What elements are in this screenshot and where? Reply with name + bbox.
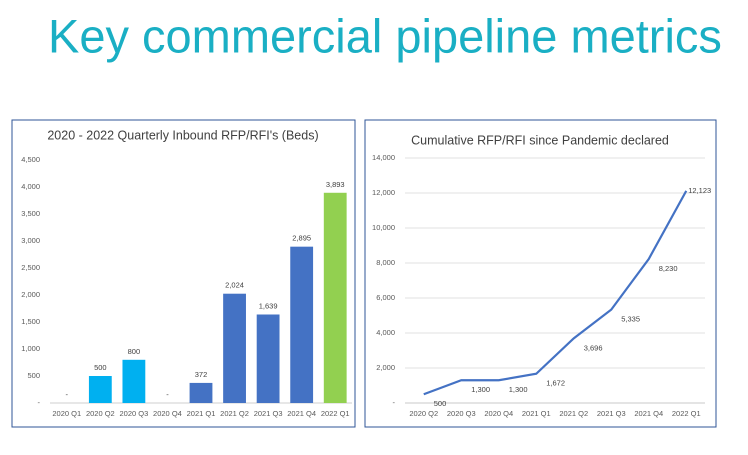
bar bbox=[88, 376, 112, 403]
y-tick-label: 14,000 bbox=[372, 153, 395, 162]
chart-title: 2020 - 2022 Quarterly Inbound RFP/RFI's … bbox=[47, 128, 318, 142]
y-tick-label: 3,000 bbox=[21, 236, 40, 245]
y-tick-label: 3,500 bbox=[21, 209, 40, 218]
y-tick-label: 2,500 bbox=[21, 263, 40, 272]
y-tick-label: 2,000 bbox=[376, 363, 395, 372]
data-label: 12,123 bbox=[688, 186, 711, 195]
y-tick-label: 4,000 bbox=[376, 328, 395, 337]
y-tick-label: 500 bbox=[27, 371, 40, 380]
y-tick-label: 10,000 bbox=[372, 223, 395, 232]
data-label: 1,672 bbox=[546, 379, 565, 388]
slide-title: Key commercial pipeline metrics bbox=[48, 9, 722, 62]
data-label: 5,335 bbox=[621, 315, 640, 324]
data-label: 372 bbox=[195, 370, 208, 379]
x-tick-label: 2020 Q4 bbox=[153, 409, 182, 418]
y-tick-label: 1,500 bbox=[21, 317, 40, 326]
x-tick-label: 2020 Q3 bbox=[119, 409, 148, 418]
y-tick-label: 12,000 bbox=[372, 188, 395, 197]
x-tick-label: 2022 Q1 bbox=[321, 409, 350, 418]
data-label: 3,696 bbox=[584, 343, 603, 352]
y-tick-label: 8,000 bbox=[376, 258, 395, 267]
chart-frame bbox=[11, 119, 356, 428]
chart-title: Cumulative RFP/RFI since Pandemic declar… bbox=[411, 133, 669, 147]
data-label: 1,300 bbox=[471, 385, 490, 394]
bar bbox=[323, 192, 347, 403]
y-tick-label: 4,000 bbox=[21, 182, 40, 191]
x-tick-label: 2021 Q3 bbox=[597, 409, 626, 418]
x-tick-label: 2020 Q1 bbox=[52, 409, 81, 418]
x-tick-label: 2021 Q2 bbox=[220, 409, 249, 418]
bar bbox=[223, 293, 246, 403]
bar bbox=[122, 359, 146, 403]
data-label: 1,300 bbox=[509, 385, 528, 394]
data-label: 800 bbox=[128, 347, 141, 356]
x-tick-label: 2022 Q1 bbox=[672, 409, 701, 418]
x-tick-label: 2021 Q1 bbox=[187, 409, 216, 418]
data-label: 8,230 bbox=[659, 264, 678, 273]
x-tick-label: 2021 Q1 bbox=[522, 409, 551, 418]
x-tick-label: 2021 Q4 bbox=[634, 409, 663, 418]
y-tick-label: 6,000 bbox=[376, 293, 395, 302]
y-tick-label: - bbox=[393, 398, 396, 407]
data-label: 2,895 bbox=[292, 234, 311, 243]
data-label: 3,893 bbox=[326, 180, 345, 189]
x-tick-label: 2020 Q4 bbox=[484, 409, 513, 418]
data-label: 1,639 bbox=[259, 301, 278, 310]
x-tick-label: 2020 Q2 bbox=[409, 409, 438, 418]
chart-frame bbox=[364, 119, 717, 428]
y-tick-label: - bbox=[38, 398, 41, 407]
y-tick-label: 2,000 bbox=[21, 290, 40, 299]
line-series bbox=[423, 190, 688, 396]
x-tick-label: 2020 Q2 bbox=[86, 409, 115, 418]
data-label: - bbox=[166, 390, 169, 399]
x-tick-label: 2021 Q3 bbox=[254, 409, 283, 418]
x-tick-label: 2020 Q3 bbox=[447, 409, 476, 418]
bar bbox=[290, 246, 314, 403]
x-tick-label: 2021 Q4 bbox=[287, 409, 316, 418]
bar bbox=[256, 314, 280, 403]
y-tick-label: 1,000 bbox=[21, 344, 40, 353]
data-label: 500 bbox=[94, 363, 107, 372]
data-label: - bbox=[66, 390, 69, 399]
y-tick-label: 4,500 bbox=[21, 155, 40, 164]
bar bbox=[189, 382, 213, 403]
data-label: 2,024 bbox=[225, 281, 244, 290]
data-label: 500 bbox=[434, 399, 447, 408]
x-tick-label: 2021 Q2 bbox=[559, 409, 588, 418]
